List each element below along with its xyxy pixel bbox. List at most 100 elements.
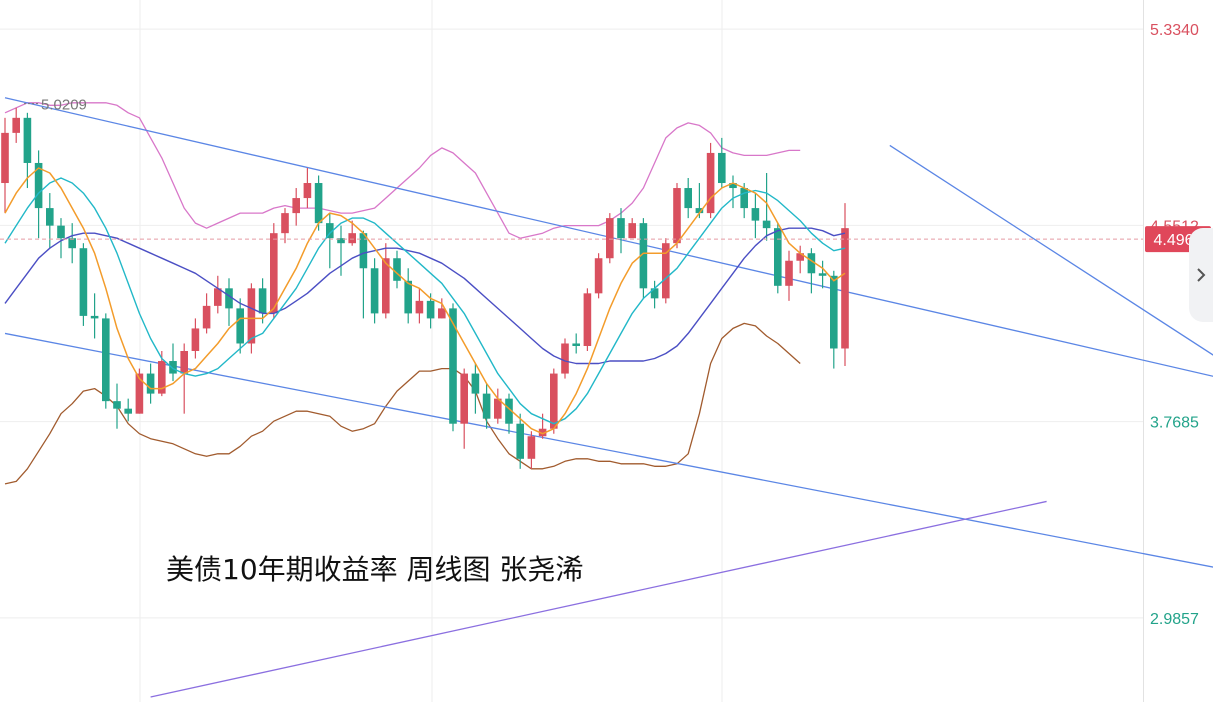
trend-line-1	[4, 97, 1213, 377]
candle-body	[404, 280, 412, 314]
candle-up	[606, 213, 614, 264]
candle-up	[202, 293, 211, 334]
candle-down	[505, 393, 513, 434]
candle-down	[314, 175, 323, 231]
candle-body	[449, 308, 457, 424]
boll-upper-line	[4, 102, 801, 239]
price-axis-label: 2.9857	[1150, 611, 1199, 628]
candle-up	[281, 208, 289, 244]
support-line	[150, 500, 1047, 698]
candle-down	[258, 278, 267, 324]
candle-down	[830, 270, 838, 369]
candle-body	[113, 401, 121, 409]
candle-down	[46, 193, 54, 249]
candle-body	[426, 300, 435, 319]
candle-body	[807, 253, 816, 274]
candle-body	[292, 198, 300, 214]
candle-body	[169, 361, 177, 374]
candle-body	[538, 428, 547, 437]
candle-body	[662, 243, 670, 299]
candle-body	[460, 373, 468, 424]
candle-down	[113, 383, 121, 429]
candle-body	[639, 223, 648, 289]
candle-body	[202, 305, 211, 329]
trend-lines	[4, 97, 1213, 698]
price-axis-label: 3.7685	[1150, 415, 1199, 432]
candle-up	[594, 253, 603, 299]
candle-up	[415, 288, 424, 324]
grid	[0, 0, 1144, 702]
high-marker-label: 5.0209	[41, 97, 87, 114]
candle-body	[617, 218, 625, 239]
candles	[1, 107, 849, 469]
candle-body	[57, 225, 65, 239]
ma-fast-line	[4, 167, 846, 435]
candle-down	[169, 343, 177, 382]
candle-body	[258, 288, 267, 314]
candle-up	[662, 238, 670, 304]
candle-body	[762, 220, 771, 229]
candle-down	[225, 278, 233, 326]
candle-down	[90, 293, 99, 339]
candle-body	[247, 288, 256, 344]
candle-body	[158, 361, 166, 394]
chart-caption: 美债10年期收益率 周线图 张尧浠	[166, 553, 583, 586]
candle-down	[79, 243, 88, 326]
candle-body	[68, 238, 76, 249]
candle-down	[482, 383, 491, 429]
candle-body	[695, 208, 704, 214]
candle-up	[382, 243, 390, 319]
candle-body	[102, 318, 110, 402]
candle-down	[404, 268, 412, 324]
candle-body	[46, 208, 54, 226]
candle-body	[34, 162, 43, 209]
candle-down	[370, 258, 379, 324]
candle-up	[191, 318, 200, 359]
candle-up	[292, 188, 300, 226]
candle-down	[650, 280, 659, 309]
candle-up	[214, 275, 222, 314]
candle-up	[180, 343, 188, 414]
candle-body	[740, 188, 748, 209]
candle-down	[393, 250, 401, 289]
candle-body	[583, 293, 592, 346]
candle-down	[572, 333, 580, 354]
candle-body	[516, 423, 524, 459]
candle-body	[359, 233, 368, 269]
candle-down	[516, 413, 524, 469]
candle-down	[639, 218, 648, 299]
candle-up	[550, 368, 558, 434]
price-axis-label: 5.3340	[1150, 22, 1199, 39]
candle-body	[796, 253, 804, 261]
candle-down	[124, 398, 132, 422]
candle-body	[214, 288, 222, 306]
candle-body	[684, 188, 692, 209]
candle-up	[527, 431, 536, 469]
candle-body	[561, 343, 569, 374]
candle-down	[23, 112, 32, 189]
candle-up	[785, 250, 793, 301]
candle-down	[236, 298, 244, 354]
chevron-right-icon	[1197, 268, 1206, 282]
candle-up	[538, 413, 547, 439]
candle-down	[68, 223, 76, 264]
candle-body	[482, 393, 491, 419]
candle-body	[281, 213, 289, 234]
candle-body	[494, 398, 502, 419]
candle-body	[135, 373, 144, 414]
candle-body	[718, 152, 726, 184]
moving-averages	[4, 167, 846, 435]
candle-body	[326, 223, 334, 239]
candle-down	[326, 213, 334, 269]
candle-body	[594, 258, 603, 294]
candle-body	[841, 228, 849, 349]
candle-body	[393, 258, 401, 281]
candle-down	[471, 363, 480, 414]
candle-down	[102, 313, 110, 409]
side-panel-toggle[interactable]	[1189, 228, 1213, 322]
candle-up	[135, 368, 144, 414]
candle-down	[774, 223, 782, 294]
candle-down	[684, 178, 692, 219]
